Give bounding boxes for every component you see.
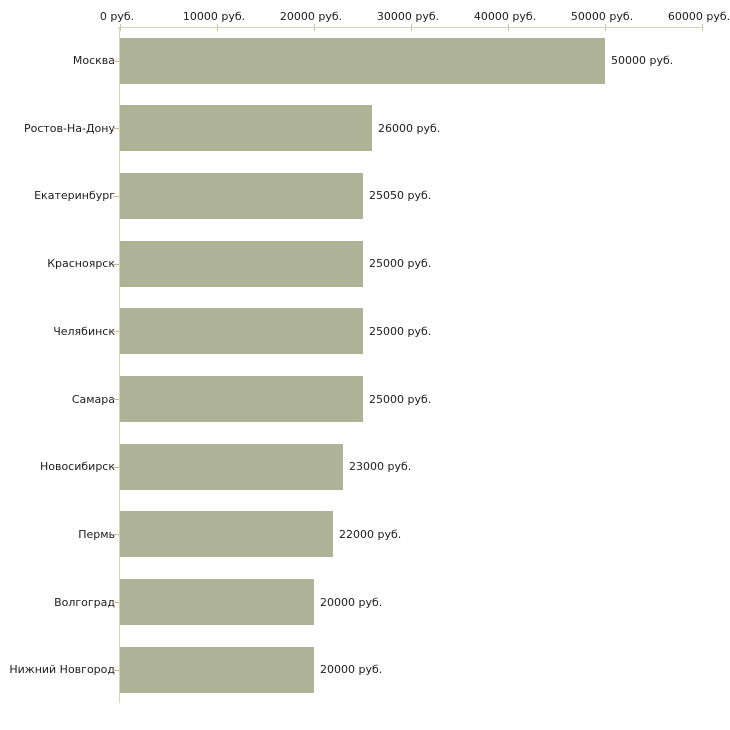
bar-value-label: 26000 руб. [378,122,441,135]
bar [120,173,363,219]
x-axis-tick-label: 10000 руб. [182,10,246,23]
category-tick-mark [113,670,119,671]
category-tick-mark [113,399,119,400]
category-tick-mark [113,331,119,332]
x-axis-tick-mark [217,24,218,31]
category-label: Нижний Новгород [9,663,115,676]
x-axis-tick-mark [508,24,509,31]
category-tick-mark [113,264,119,265]
x-axis-tick-label: 30000 руб. [376,10,440,23]
x-axis-tick-mark [120,24,121,31]
category-label: Пермь [78,528,115,541]
bar-value-label: 25000 руб. [369,325,432,338]
category-label: Челябинск [53,325,115,338]
x-axis-line [118,27,703,28]
x-axis-tick-mark [411,24,412,31]
bar-value-label: 20000 руб. [320,596,383,609]
x-axis-tick-label: 0 руб. [99,10,135,23]
category-tick-mark [113,61,119,62]
bar-value-label: 23000 руб. [349,460,412,473]
x-axis-tick-label: 20000 руб. [279,10,343,23]
category-label: Волгоград [54,596,115,609]
category-label: Екатеринбург [34,189,115,202]
y-axis-line [119,27,120,703]
bar-value-label: 22000 руб. [339,528,402,541]
x-axis-tick-mark [605,24,606,31]
x-axis-tick-label: 50000 руб. [570,10,634,23]
category-label: Ростов-На-Дону [23,122,115,135]
category-tick-mark [113,602,119,603]
bar [120,511,333,557]
bar [120,579,314,625]
bar [120,376,363,422]
bar-value-label: 20000 руб. [320,663,383,676]
bar-value-label: 50000 руб. [611,54,674,67]
x-axis-tick-label: 60000 руб. [667,10,730,23]
category-label: Новосибирск [39,460,115,473]
bar [120,241,363,287]
category-tick-mark [113,128,119,129]
bar [120,647,314,693]
bar [120,308,363,354]
bar-value-label: 25050 руб. [369,189,432,202]
x-axis-tick-mark [702,24,703,31]
category-label: Москва [72,54,115,67]
bar [120,444,343,490]
category-label: Красноярск [47,257,115,270]
x-axis-tick-mark [314,24,315,31]
bar [120,105,372,151]
category-tick-mark [113,534,119,535]
bar-value-label: 25000 руб. [369,393,432,406]
bar [120,38,605,84]
category-label: Самара [71,393,115,406]
category-tick-mark [113,196,119,197]
bar-value-label: 25000 руб. [369,257,432,270]
category-tick-mark [113,467,119,468]
x-axis-tick-label: 40000 руб. [473,10,537,23]
